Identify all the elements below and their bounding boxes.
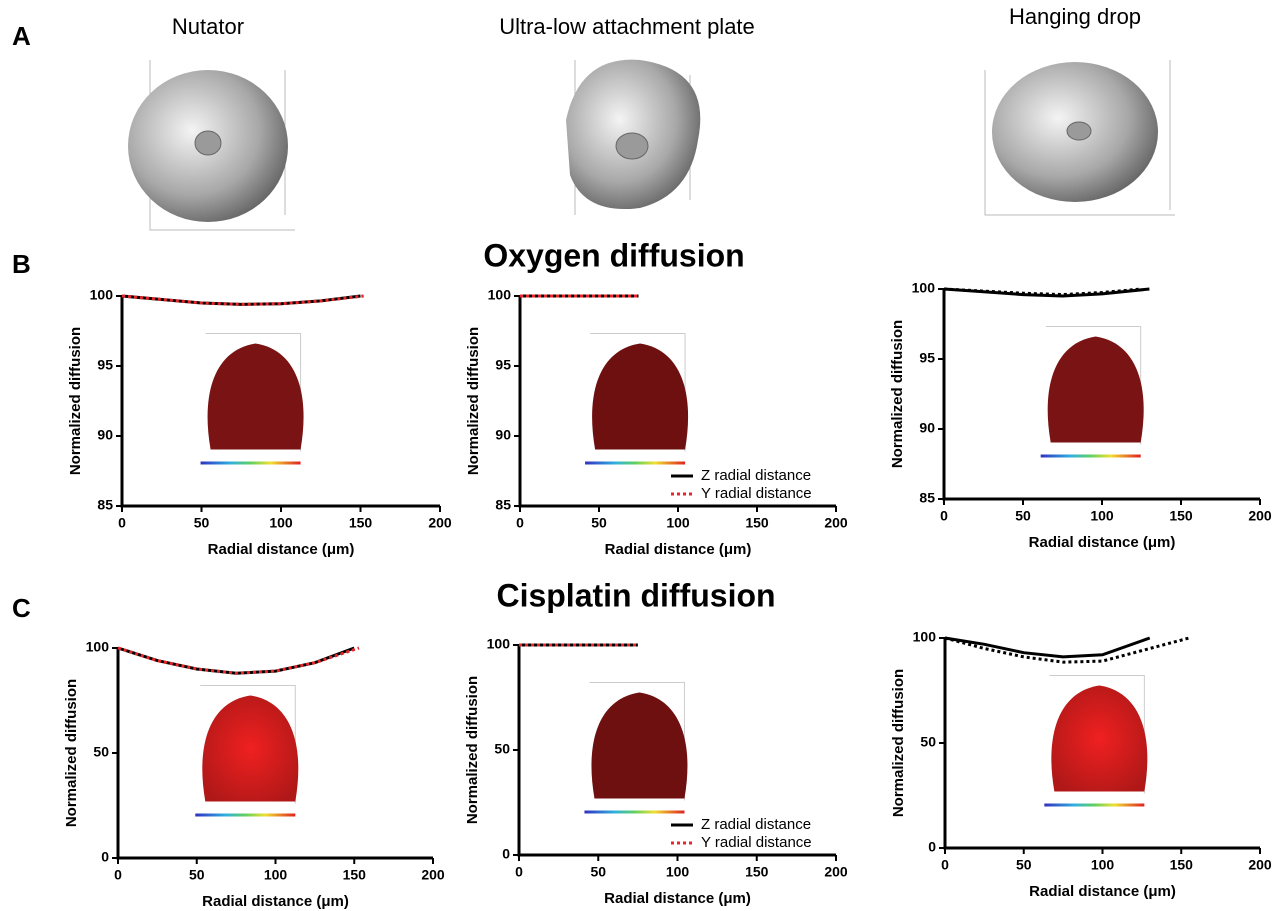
x-tick-label: 200: [824, 864, 848, 880]
inset-colorbar: [201, 462, 301, 465]
x-tick-label: 0: [515, 864, 523, 880]
inset-render: [201, 334, 304, 465]
x-tick-label: 0: [941, 857, 949, 873]
y-tick-label: 100: [487, 636, 511, 652]
x-tick-label: 100: [269, 515, 293, 531]
x-axis-label: Radial distance (μm): [604, 890, 751, 907]
section-title: Oxygen diffusion: [483, 237, 744, 273]
column-title: Ultra-low attachment plate: [499, 14, 755, 39]
x-tick-label: 100: [1090, 508, 1114, 524]
y-tick-label: 50: [494, 741, 510, 757]
y-tick-label: 0: [502, 846, 510, 862]
y-tick-label: 100: [912, 280, 936, 296]
column-title: Nutator: [172, 14, 244, 39]
y-tick-label: 100: [86, 639, 110, 655]
y-tick-label: 85: [495, 497, 511, 513]
y-axis-label: Normalized diffusion: [464, 676, 481, 824]
y-tick-label: 95: [495, 357, 511, 373]
x-tick-label: 200: [1248, 857, 1272, 873]
y-tick-label: 0: [928, 839, 936, 855]
y-tick-label: 100: [913, 629, 937, 645]
x-tick-label: 50: [1016, 857, 1032, 873]
x-tick-label: 50: [189, 867, 205, 883]
panel-label: B: [12, 249, 31, 279]
x-tick-label: 0: [114, 867, 122, 883]
x-axis-label: Radial distance (μm): [202, 893, 349, 910]
panel-label: A: [12, 21, 31, 51]
x-tick-label: 200: [1248, 508, 1272, 524]
x-tick-label: 50: [194, 515, 210, 531]
y-tick-label: 90: [919, 420, 935, 436]
x-axis-label: Radial distance (μm): [1029, 883, 1176, 900]
y-tick-label: 95: [919, 350, 935, 366]
x-tick-label: 150: [745, 515, 769, 531]
x-tick-label: 50: [1015, 508, 1031, 524]
x-tick-label: 0: [940, 508, 948, 524]
inset-colorbar: [1041, 455, 1141, 458]
legend-label: Y radial distance: [701, 834, 812, 851]
inset-shape: [591, 693, 687, 799]
inset-render: [1041, 327, 1144, 458]
x-tick-label: 100: [264, 867, 288, 883]
legend-label: Z radial distance: [701, 467, 811, 484]
inset-shape: [1051, 686, 1147, 792]
y-axis-label: Normalized diffusion: [63, 679, 80, 827]
inset-colorbar: [195, 814, 295, 817]
series-line: [122, 296, 364, 304]
x-axis-label: Radial distance (μm): [605, 541, 752, 558]
x-tick-label: 150: [1170, 857, 1194, 873]
inset-render: [1044, 676, 1147, 807]
x-axis-label: Radial distance (μm): [1029, 534, 1176, 551]
x-tick-label: 150: [745, 864, 769, 880]
y-tick-label: 90: [97, 427, 113, 443]
x-tick-label: 50: [591, 515, 607, 531]
y-axis-label: Normalized diffusion: [465, 327, 482, 475]
inset-colorbar: [1044, 804, 1144, 807]
x-tick-label: 150: [349, 515, 373, 531]
y-tick-label: 0: [101, 849, 109, 865]
legend-label: Y radial distance: [701, 485, 812, 502]
inset-render: [584, 683, 687, 814]
spheroid-renders: [128, 60, 1175, 230]
y-tick-label: 95: [97, 357, 113, 373]
x-tick-label: 0: [118, 515, 126, 531]
y-tick-label: 100: [90, 287, 114, 303]
figure: A B C Nutator Ultra-low attachment plate…: [0, 0, 1281, 911]
x-tick-label: 0: [516, 515, 524, 531]
x-tick-label: 200: [428, 515, 452, 531]
inset-render: [585, 334, 688, 465]
legend-label: Z radial distance: [701, 816, 811, 833]
y-tick-label: 90: [495, 427, 511, 443]
x-tick-label: 100: [666, 864, 690, 880]
column-title: Hanging drop: [1009, 4, 1141, 29]
x-tick-label: 200: [421, 867, 445, 883]
inset-render: [195, 686, 298, 817]
y-axis-label: Normalized diffusion: [890, 669, 907, 817]
inset-shape: [592, 344, 688, 450]
inset-shape: [202, 696, 298, 802]
x-tick-label: 100: [666, 515, 690, 531]
y-tick-label: 50: [93, 744, 109, 760]
y-tick-label: 100: [488, 287, 512, 303]
x-tick-label: 150: [343, 867, 367, 883]
inset-shape: [208, 344, 304, 450]
series-line: [945, 638, 1189, 662]
section-title: Cisplatin diffusion: [496, 577, 775, 613]
y-axis-label: Normalized diffusion: [67, 327, 84, 475]
y-axis-label: Normalized diffusion: [889, 320, 906, 468]
x-axis-label: Radial distance (μm): [208, 541, 355, 558]
panel-label: C: [12, 593, 31, 623]
x-tick-label: 100: [1091, 857, 1115, 873]
inset-shape: [1048, 337, 1144, 443]
x-tick-label: 200: [824, 515, 848, 531]
y-tick-label: 50: [920, 734, 936, 750]
x-tick-label: 150: [1169, 508, 1193, 524]
inset-colorbar: [585, 462, 685, 465]
y-tick-label: 85: [919, 490, 935, 506]
x-tick-label: 50: [590, 864, 606, 880]
y-tick-label: 85: [97, 497, 113, 513]
inset-colorbar: [584, 811, 684, 814]
